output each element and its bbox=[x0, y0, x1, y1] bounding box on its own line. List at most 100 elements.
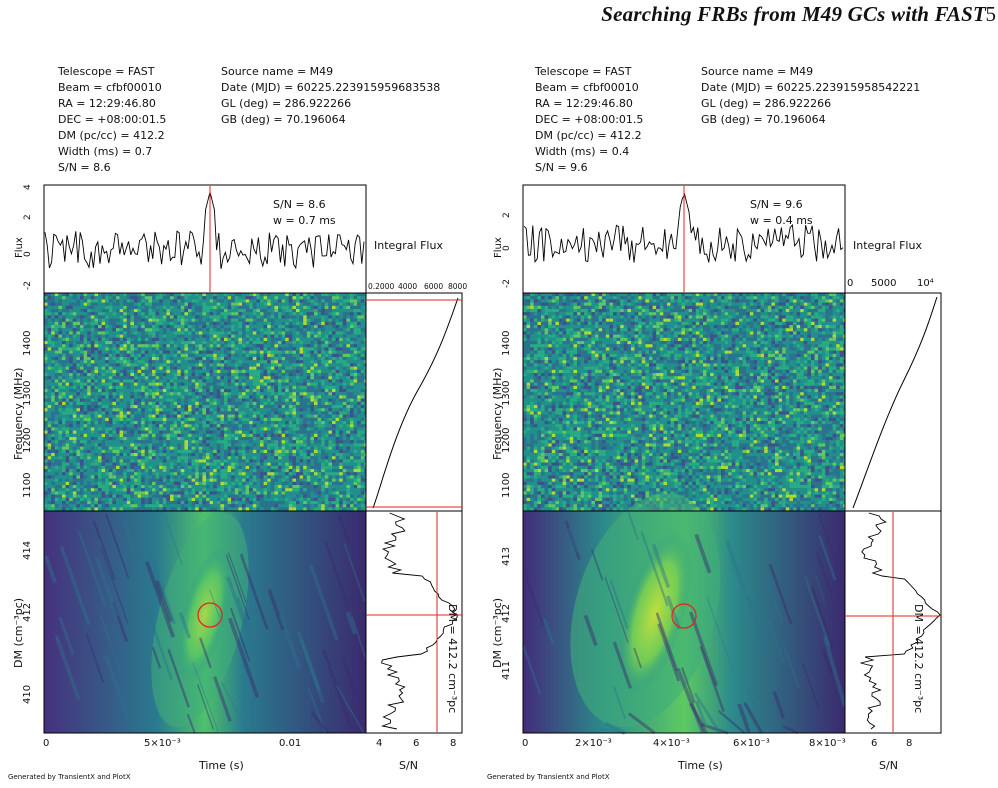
waterfall-pixel bbox=[332, 347, 336, 350]
waterfall-pixel bbox=[195, 341, 199, 344]
waterfall-pixel bbox=[87, 415, 91, 418]
waterfall-pixel bbox=[163, 379, 167, 382]
waterfall-pixel bbox=[217, 447, 221, 450]
waterfall-pixel bbox=[134, 424, 138, 427]
waterfall-pixel bbox=[105, 354, 109, 357]
waterfall-pixel bbox=[62, 379, 66, 382]
waterfall-pixel bbox=[278, 367, 282, 370]
waterfall-pixel bbox=[253, 370, 257, 373]
waterfall-pixel bbox=[170, 450, 174, 453]
waterfall-pixel bbox=[285, 331, 289, 334]
waterfall-pixel bbox=[267, 405, 271, 408]
waterfall-pixel bbox=[332, 408, 336, 411]
waterfall-pixel bbox=[123, 443, 127, 446]
waterfall-pixel bbox=[138, 443, 142, 446]
waterfall-pixel bbox=[116, 459, 120, 462]
waterfall-pixel bbox=[210, 437, 214, 440]
waterfall-pixel bbox=[274, 405, 278, 408]
waterfall-pixel bbox=[174, 453, 178, 456]
waterfall-pixel bbox=[195, 347, 199, 350]
waterfall-pixel bbox=[303, 335, 307, 338]
waterfall-pixel bbox=[177, 335, 181, 338]
waterfall-pixel bbox=[91, 373, 95, 376]
waterfall-pixel bbox=[120, 360, 124, 363]
waterfall-pixel bbox=[264, 379, 268, 382]
waterfall-pixel bbox=[325, 418, 329, 421]
waterfall-pixel bbox=[213, 344, 217, 347]
waterfall-pixel bbox=[112, 312, 116, 315]
waterfall-pixel bbox=[145, 306, 149, 309]
waterfall-pixel bbox=[296, 456, 300, 459]
waterfall-pixel bbox=[170, 431, 174, 434]
waterfall-pixel bbox=[296, 354, 300, 357]
waterfall-pixel bbox=[156, 363, 160, 366]
waterfall-pixel bbox=[116, 437, 120, 440]
waterfall-pixel bbox=[242, 415, 246, 418]
waterfall-pixel bbox=[156, 315, 160, 318]
waterfall-pixel bbox=[213, 399, 217, 402]
waterfall-pixel bbox=[163, 405, 167, 408]
waterfall-pixel bbox=[73, 395, 77, 398]
waterfall-pixel bbox=[66, 418, 70, 421]
waterfall-pixel bbox=[332, 306, 336, 309]
waterfall-pixel bbox=[361, 319, 365, 322]
waterfall-pixel bbox=[177, 325, 181, 328]
waterfall-pixel bbox=[94, 328, 98, 331]
waterfall-pixel bbox=[350, 370, 354, 373]
waterfall-pixel bbox=[264, 427, 268, 430]
waterfall-pixel bbox=[184, 367, 188, 370]
waterfall-pixel bbox=[224, 408, 228, 411]
waterfall-pixel bbox=[177, 319, 181, 322]
waterfall-pixel bbox=[159, 351, 163, 354]
waterfall-pixel bbox=[343, 363, 347, 366]
waterfall-pixel bbox=[134, 408, 138, 411]
candidate-plot-svg: Telescope = FAST Beam = cfbf00010 RA = 1… bbox=[0, 0, 499, 784]
waterfall-pixel bbox=[321, 405, 325, 408]
waterfall-pixel bbox=[253, 466, 257, 469]
waterfall-pixel bbox=[328, 367, 332, 370]
waterfall-pixel bbox=[260, 299, 264, 302]
waterfall-pixel bbox=[188, 383, 192, 386]
waterfall-pixel bbox=[51, 437, 55, 440]
waterfall-pixel bbox=[314, 347, 318, 350]
waterfall-pixel bbox=[69, 402, 73, 405]
waterfall-pixel bbox=[44, 411, 48, 414]
waterfall-pixel bbox=[328, 408, 332, 411]
waterfall-pixel bbox=[109, 296, 113, 299]
waterfall-pixel bbox=[238, 450, 242, 453]
waterfall-pixel bbox=[127, 312, 131, 315]
waterfall-pixel bbox=[152, 373, 156, 376]
waterfall-pixel bbox=[55, 354, 59, 357]
waterfall-pixel bbox=[210, 392, 214, 395]
waterfall-pixel bbox=[271, 370, 275, 373]
waterfall-pixel bbox=[76, 383, 80, 386]
waterfall-pixel bbox=[148, 450, 152, 453]
waterfall-pixel bbox=[235, 379, 239, 382]
waterfall-pixel bbox=[242, 418, 246, 421]
waterfall-pixel bbox=[102, 303, 106, 306]
waterfall-pixel bbox=[289, 357, 293, 360]
waterfall-pixel bbox=[249, 427, 253, 430]
waterfall-pixel bbox=[206, 351, 210, 354]
waterfall-pixel bbox=[242, 421, 246, 424]
waterfall-pixel bbox=[249, 367, 253, 370]
waterfall-pixel bbox=[274, 344, 278, 347]
waterfall-pixel bbox=[314, 408, 318, 411]
waterfall-pixel bbox=[249, 373, 253, 376]
waterfall-pixel bbox=[130, 306, 134, 309]
waterfall-pixel bbox=[116, 315, 120, 318]
waterfall-pixel bbox=[289, 440, 293, 443]
waterfall-pixel bbox=[325, 392, 329, 395]
waterfall-pixel bbox=[166, 437, 170, 440]
waterfall-pixel bbox=[87, 306, 91, 309]
waterfall-pixel bbox=[217, 315, 221, 318]
waterfall-pixel bbox=[188, 306, 192, 309]
waterfall-pixel bbox=[66, 338, 70, 341]
waterfall-pixel bbox=[192, 322, 196, 325]
waterfall-pixel bbox=[354, 367, 358, 370]
waterfall-pixel bbox=[249, 450, 253, 453]
waterfall-pixel bbox=[66, 344, 70, 347]
waterfall-pixel bbox=[231, 312, 235, 315]
waterfall-pixel bbox=[76, 331, 80, 334]
waterfall-pixel bbox=[242, 440, 246, 443]
